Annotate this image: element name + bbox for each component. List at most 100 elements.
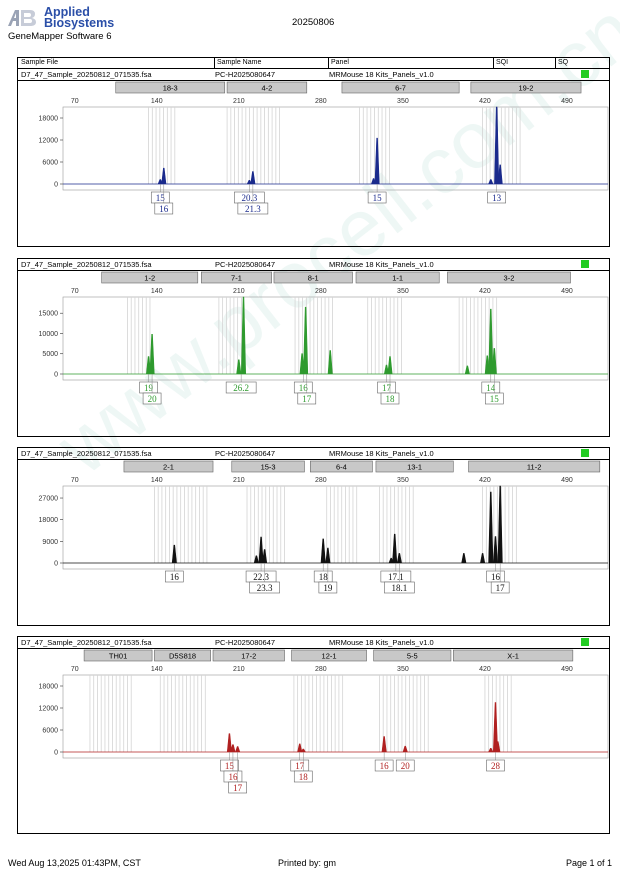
allele-label: 28 xyxy=(491,761,501,771)
trace-peak xyxy=(383,364,389,375)
trace-peak xyxy=(230,744,236,753)
marker-label: 1-2 xyxy=(144,274,155,283)
x-tick-label: 350 xyxy=(397,98,409,105)
trace-peak xyxy=(494,106,500,185)
allele-box xyxy=(485,392,504,405)
sq-status-indicator xyxy=(581,260,589,268)
trace-peak xyxy=(253,555,259,564)
plot-frame xyxy=(62,485,609,570)
sample-name: PC-H2025080647 xyxy=(215,260,276,269)
trace-peak xyxy=(495,741,501,753)
allele-box xyxy=(490,581,510,594)
x-tick-label: 280 xyxy=(315,477,327,484)
sample-name: PC-H2025080647 xyxy=(215,638,276,647)
allele-box xyxy=(367,191,387,204)
allele-label: 15 xyxy=(490,394,500,404)
marker-bar xyxy=(452,649,574,662)
allele-box xyxy=(228,781,247,794)
trace-peak xyxy=(402,745,408,753)
allele-label: 19 xyxy=(323,583,333,593)
brand-line-2: Biosystems xyxy=(44,16,115,30)
sample-file: D7_47_Sample_20250812_071535.fsa xyxy=(21,449,152,458)
marker-label: 5-5 xyxy=(407,652,418,661)
trace-peak xyxy=(235,746,241,753)
panel-name: MRMouse 18 Kits_Panels_v1.0 xyxy=(329,260,434,269)
marker-label: 19-2 xyxy=(518,84,533,93)
marker-bar xyxy=(291,649,367,662)
x-tick-label: 140 xyxy=(151,98,163,105)
marker-label: 4-2 xyxy=(262,84,273,93)
x-tick-label: 140 xyxy=(151,288,163,295)
x-tick-label: 420 xyxy=(479,666,491,673)
allele-label: 14 xyxy=(486,383,496,393)
allele-box xyxy=(486,759,505,772)
sq-status-indicator xyxy=(581,70,589,78)
trace-peak xyxy=(236,359,242,375)
trace-peak xyxy=(488,491,494,564)
marker-label: 1-1 xyxy=(392,274,403,283)
allele-label: 26.2 xyxy=(233,383,249,393)
trace-peak xyxy=(381,736,387,753)
sample-file: D7_47_Sample_20250812_071535.fsa xyxy=(21,70,152,79)
trace-peak xyxy=(491,348,497,375)
marker-bar xyxy=(375,460,454,473)
x-tick-label: 420 xyxy=(479,98,491,105)
x-tick-label: 280 xyxy=(315,288,327,295)
applied-biosystems-logo: Applied Biosystems xyxy=(8,6,115,30)
allele-label: 18 xyxy=(386,394,396,404)
marker-label: 2-1 xyxy=(163,463,174,472)
allele-label: 18 xyxy=(319,572,329,582)
sample-file: D7_47_Sample_20250812_071535.fsa xyxy=(21,638,152,647)
allele-box xyxy=(318,581,338,594)
allele-label: 20 xyxy=(148,394,158,404)
x-tick-label: 280 xyxy=(315,666,327,673)
marker-label: 12-1 xyxy=(322,652,337,661)
sample-info-row: D7_47_Sample_20250812_071535.fsa PC-H2025… xyxy=(18,69,609,81)
electropherogram-svg: 18-3 4-2 6-7 19-2 70 140 210 280 350 420 490 0 6000 1… xyxy=(39,81,609,215)
sq-status-indicator xyxy=(581,638,589,646)
allele-label: 16 xyxy=(170,572,180,582)
page-number: Page 1 of 1 xyxy=(565,858,612,868)
trace-peak xyxy=(146,356,152,375)
trace-peak xyxy=(226,733,232,753)
x-tick-label: 350 xyxy=(397,288,409,295)
x-tick-label: 210 xyxy=(233,98,245,105)
x-tick-label: 210 xyxy=(233,666,245,673)
trace-peak xyxy=(461,553,467,564)
allele-label: 22.3 xyxy=(253,572,269,582)
panel-name: MRMouse 18 Kits_Panels_v1.0 xyxy=(329,449,434,458)
allele-box xyxy=(487,191,506,204)
col-sample-name: Sample Name xyxy=(214,58,261,68)
allele-label: 15 xyxy=(156,193,166,203)
trace-peak xyxy=(488,748,494,753)
y-tick-label: 15000 xyxy=(39,311,59,318)
x-tick-label: 140 xyxy=(151,666,163,673)
y-tick-label: 18000 xyxy=(39,116,59,123)
x-tick-label: 490 xyxy=(561,666,573,673)
x-tick-label: 280 xyxy=(315,98,327,105)
marker-label: 3-2 xyxy=(504,274,515,283)
y-tick-label: 0 xyxy=(54,750,58,757)
sample-name: PC-H2025080647 xyxy=(215,449,276,458)
marker-label: 7-1 xyxy=(231,274,242,283)
printed-by: Printed by: gm xyxy=(278,858,337,868)
ab-logo-icon xyxy=(8,10,36,26)
trace-peak xyxy=(250,171,256,185)
marker-label: 6-7 xyxy=(395,84,406,93)
trace-peak xyxy=(303,306,309,375)
y-tick-label: 18000 xyxy=(39,684,59,691)
sq-status-indicator xyxy=(581,449,589,457)
allele-box xyxy=(154,202,174,215)
allele-box xyxy=(395,759,415,772)
trace-peak xyxy=(480,553,486,564)
allele-label: 19 xyxy=(144,383,154,393)
marker-bar xyxy=(201,271,272,284)
trace-peak xyxy=(492,702,498,753)
allele-label: 16 xyxy=(228,772,238,782)
electropherogram-panel-green: D7_47_Sample_20250812_071535.fsa PC-H2025… xyxy=(17,258,610,437)
allele-label: 16 xyxy=(299,383,309,393)
allele-label: 20.3 xyxy=(241,193,257,203)
x-tick-label: 490 xyxy=(561,477,573,484)
marker-bar xyxy=(341,81,460,94)
y-tick-label: 0 xyxy=(54,182,58,189)
